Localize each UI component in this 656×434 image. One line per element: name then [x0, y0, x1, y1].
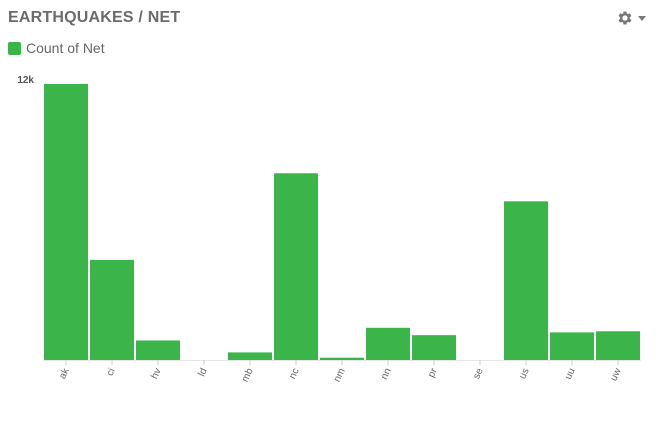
- legend-label: Count of Net: [26, 40, 105, 56]
- bar-mb[interactable]: [228, 352, 272, 360]
- x-tick-label: ld: [196, 367, 209, 379]
- bar-hv[interactable]: [136, 340, 180, 360]
- x-tick-label: uw: [608, 366, 624, 383]
- y-tick-label: 12k: [17, 75, 34, 86]
- chart-header: EARTHQUAKES / NET: [0, 0, 656, 36]
- x-tick-label: nm: [332, 367, 348, 384]
- bar-chart: 12k ak ci hv ld mb nc nm nn pr se us uu uw: [17, 75, 641, 384]
- legend-swatch: [8, 42, 21, 55]
- chevron-down-icon: [638, 16, 646, 21]
- x-tick-label: hv: [149, 367, 163, 381]
- bar-pr[interactable]: [412, 335, 456, 360]
- bar-uu[interactable]: [550, 332, 594, 360]
- x-tick-label: uu: [563, 367, 578, 382]
- x-tick-label: nc: [287, 367, 301, 381]
- x-tick-label: ci: [105, 367, 118, 378]
- x-tick-label: nn: [379, 367, 394, 382]
- bar-us[interactable]: [504, 201, 548, 360]
- x-tick-label: se: [471, 366, 486, 381]
- x-tick-label: pr: [426, 366, 440, 379]
- bar-nc[interactable]: [274, 173, 318, 360]
- x-tick-label: mb: [240, 366, 256, 384]
- bar-ak[interactable]: [44, 84, 88, 360]
- gear-icon: [618, 11, 632, 25]
- bar-ci[interactable]: [90, 259, 134, 360]
- chart-title: EARTHQUAKES / NET: [8, 9, 181, 26]
- x-tick-label: ak: [57, 366, 72, 381]
- x-tick-label: us: [517, 367, 531, 381]
- bar-uw[interactable]: [596, 331, 640, 360]
- settings-menu-button[interactable]: [616, 9, 650, 29]
- bar-nm[interactable]: [320, 357, 364, 360]
- bar-nn[interactable]: [366, 327, 410, 360]
